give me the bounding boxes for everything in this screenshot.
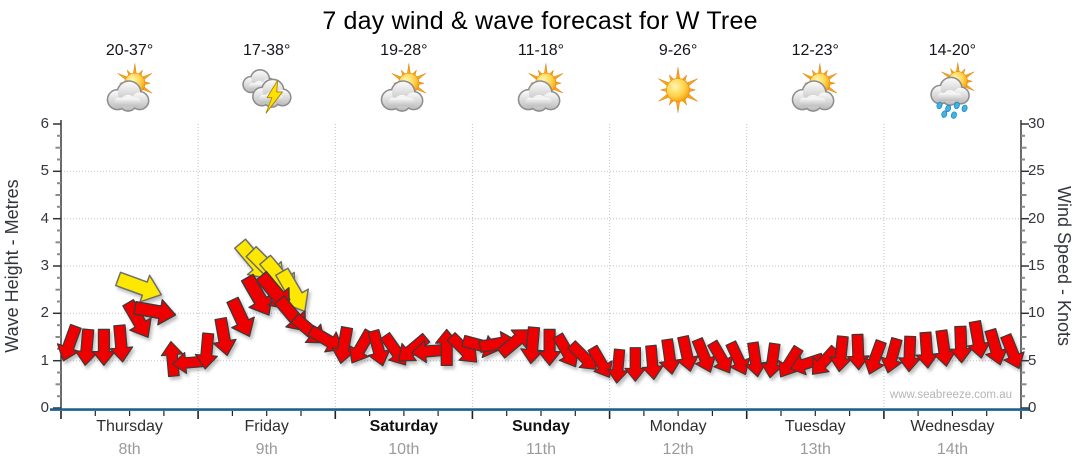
left-axis-tick-label: 3	[40, 257, 49, 274]
left-axis-tick-label: 0	[40, 399, 49, 416]
left-axis-tick-label: 1	[40, 351, 49, 369]
right-axis-tick-label: 20	[1028, 209, 1045, 227]
temp-range: 11-18°	[517, 42, 565, 59]
weather-icon-sun-cloud	[791, 63, 838, 112]
right-axis-tick-label: 30	[1028, 115, 1045, 132]
temp-range: 12-23°	[791, 42, 839, 59]
right-axis-tick-label: 0	[1028, 399, 1037, 416]
day-name: Tuesday	[784, 418, 846, 435]
day-date: 13th	[799, 441, 831, 458]
day-name: Monday	[649, 418, 707, 435]
day-date: 10th	[388, 441, 420, 458]
weather-icon-sun-cloud	[106, 63, 152, 112]
day-header-saturday: 19-28°	[336, 42, 472, 124]
right-axis-tick-label: 5	[1028, 351, 1037, 369]
day-date: 11th	[526, 441, 556, 458]
day-date: 12th	[662, 441, 694, 458]
day-header-thursday: 20-37°	[62, 42, 198, 124]
weather-icon-storm	[241, 69, 292, 114]
day-header-monday: 9-26°	[610, 42, 746, 124]
temp-range: 20-37°	[105, 42, 154, 59]
right-axis-tick-label: 25	[1028, 162, 1045, 180]
day-name: Sunday	[512, 418, 570, 435]
day-header-wednesday: 14-20°	[884, 42, 1020, 124]
day-header-sunday: 11-18°	[473, 42, 609, 124]
weather-icon-sun-cloud	[517, 63, 564, 112]
day-header-friday: 17-38°	[199, 42, 335, 124]
right-axis-tick-label: 15	[1028, 257, 1045, 274]
left-axis-tick-label: 2	[40, 304, 49, 322]
day-date: 14th	[936, 441, 968, 458]
day-name: Friday	[244, 418, 289, 435]
weather-icon-sun	[658, 67, 698, 113]
weather-icon-sun-cloud-rain	[930, 62, 975, 119]
left-axis-tick-label: 4	[40, 209, 49, 227]
temp-range: 9-26°	[658, 42, 698, 59]
day-date: 8th	[118, 441, 141, 458]
day-date: 9th	[255, 441, 278, 458]
chart-title: 7 day wind & wave forecast for W Tree	[322, 7, 758, 35]
left-axis-tick-label: 5	[40, 162, 49, 180]
left-axis-tick-label: 6	[40, 115, 49, 132]
temp-range: 19-28°	[380, 42, 428, 59]
temp-range: 17-38°	[243, 42, 291, 59]
day-name: Thursday	[96, 418, 163, 435]
watermark: www.seabreeze.com.au	[889, 389, 1012, 401]
day-header-tuesday: 12-23°	[747, 42, 883, 124]
day-name: Saturday	[369, 418, 439, 435]
day-name: Wednesday	[910, 418, 995, 435]
weather-icon-sun-cloud	[380, 63, 426, 112]
right-axis-tick-label: 10	[1028, 304, 1045, 322]
temp-range: 14-20°	[928, 42, 977, 59]
